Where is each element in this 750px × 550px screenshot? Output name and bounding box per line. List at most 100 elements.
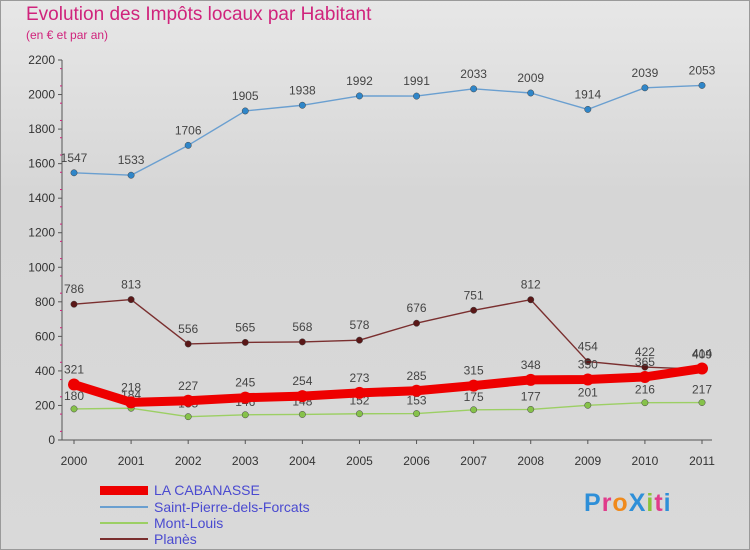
data-point (581, 373, 594, 386)
data-point (641, 399, 649, 407)
data-point (356, 336, 363, 344)
data-point (527, 405, 535, 413)
data-label: 409 (692, 347, 712, 361)
data-label: 2039 (632, 66, 659, 80)
data-point (70, 169, 78, 177)
legend-label: Saint-Pierre-dels-Forcats (154, 499, 310, 515)
data-point (298, 410, 306, 418)
data-point (470, 85, 478, 93)
data-point (470, 306, 478, 314)
y-tick-label: 1200 (28, 226, 55, 240)
y-tick-label: 800 (35, 295, 55, 309)
data-label: 1547 (61, 151, 88, 165)
data-label: 350 (578, 358, 598, 372)
data-point (584, 358, 592, 366)
y-tick-label: 200 (35, 398, 55, 412)
x-tick-label: 2007 (460, 454, 487, 468)
data-label: 414 (692, 346, 712, 360)
data-point (356, 92, 363, 100)
data-label: 1706 (175, 123, 202, 137)
data-label: 273 (349, 371, 369, 385)
data-point (127, 296, 135, 304)
x-tick-label: 2003 (232, 454, 259, 468)
data-point (241, 107, 249, 115)
y-tick-label: 400 (35, 364, 55, 378)
data-label: 153 (407, 394, 427, 408)
data-label: 1533 (118, 153, 145, 167)
data-label: 676 (407, 301, 427, 315)
y-tick-label: 0 (48, 433, 55, 447)
y-tick-label: 2200 (28, 53, 55, 67)
data-label: 217 (692, 383, 712, 397)
data-label: 227 (178, 379, 198, 393)
data-label: 568 (292, 320, 312, 334)
data-point (296, 390, 309, 403)
series-line (73, 298, 703, 371)
data-label: 1991 (403, 74, 430, 88)
legend-item-saint-pierre: Saint-Pierre-dels-Forcats (100, 499, 430, 515)
data-label: 1992 (346, 74, 373, 88)
series-line (73, 84, 703, 176)
x-tick-label: 2008 (517, 454, 544, 468)
data-label: 348 (521, 358, 541, 372)
y-tick-label: 1800 (28, 122, 55, 136)
data-point (527, 296, 535, 304)
brand-letter: i (663, 489, 672, 517)
x-tick-label: 2002 (175, 454, 202, 468)
data-point (70, 300, 78, 308)
data-label: 365 (635, 355, 655, 369)
data-point (696, 362, 708, 375)
data-point (527, 89, 535, 97)
data-label: 786 (64, 282, 84, 296)
x-tick-label: 2010 (632, 454, 659, 468)
data-label: 422 (635, 345, 655, 359)
brand-letter: i (646, 489, 655, 517)
data-point (413, 410, 420, 418)
data-label: 216 (635, 383, 655, 397)
legend-item-planes: Planès (100, 531, 430, 547)
data-label: 180 (64, 389, 84, 403)
legend-label: Mont-Louis (154, 515, 224, 531)
data-point (698, 81, 706, 89)
series-line (69, 363, 707, 407)
data-point (470, 406, 478, 414)
data-label: 2009 (517, 71, 544, 85)
data-label: 813 (121, 278, 141, 292)
data-point (353, 386, 366, 399)
brand-letter: o (612, 489, 629, 517)
data-point (356, 410, 363, 418)
data-label: 285 (407, 369, 427, 383)
data-point (413, 92, 420, 100)
y-tick-label: 1400 (28, 191, 55, 205)
data-label: 245 (235, 376, 255, 390)
brand-logo: ProXiti (584, 489, 672, 518)
brand-letter: X (628, 489, 647, 517)
legend-label: Planès (154, 531, 197, 547)
data-label: 177 (521, 389, 541, 403)
data-point (638, 370, 651, 383)
series-line (73, 401, 703, 418)
data-label: 556 (178, 322, 198, 336)
brand-letter: P (584, 489, 602, 517)
y-tick-label: 600 (35, 329, 55, 343)
legend-swatch (100, 522, 148, 524)
data-point (68, 378, 80, 391)
brand-letter: r (601, 489, 613, 517)
legend-item-la-cabanasse: LA CABANASSE (100, 482, 430, 498)
x-tick-label: 2001 (118, 454, 145, 468)
legend-swatch (100, 486, 148, 495)
x-tick-label: 2011 (689, 454, 715, 468)
data-label: 578 (349, 318, 369, 332)
data-point (241, 338, 249, 346)
x-tick-label: 2000 (61, 454, 88, 468)
legend-swatch (100, 538, 148, 540)
data-label: 454 (578, 340, 598, 354)
data-point (70, 405, 78, 413)
data-label: 2033 (460, 67, 487, 81)
data-label: 1938 (289, 83, 316, 97)
legend-label: LA CABANASSE (154, 482, 260, 498)
data-label: 254 (292, 374, 312, 388)
data-point (184, 141, 192, 149)
